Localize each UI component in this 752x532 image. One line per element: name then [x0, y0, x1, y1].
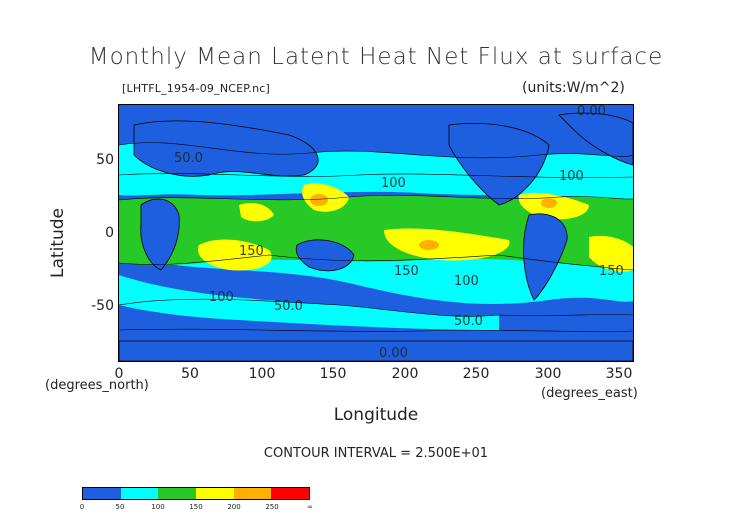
- eurasia-landmass: [133, 120, 319, 177]
- contour-label: 100: [559, 169, 584, 184]
- y-axis-label: Latitude: [48, 208, 68, 278]
- north-america-landmass: [448, 123, 550, 206]
- south-america-landmass: [523, 213, 568, 301]
- x-tick-label: 0: [114, 366, 124, 382]
- contour-label: 150: [599, 264, 624, 279]
- greenland-landmass: [558, 112, 633, 166]
- orange-peak-south-pacific: [419, 240, 439, 250]
- legend-label: 0: [79, 503, 85, 511]
- flux-map: 0.00 50.0 100 150 100 50.0 0.00 150 100 …: [119, 105, 633, 361]
- legend-swatch: [120, 488, 159, 499]
- map-title: Monthly Mean Latent Heat Net Flux at sur…: [88, 44, 664, 70]
- yellow-patch-arabian-sea: [239, 203, 274, 222]
- x-tick-label: 100: [248, 366, 276, 382]
- x-axis-label: Longitude: [333, 405, 419, 425]
- contour-label: 100: [209, 290, 234, 305]
- y-tick-label: 50: [96, 152, 114, 168]
- yellow-patch-south-atlantic: [589, 235, 633, 272]
- legend-swatch: [233, 488, 272, 499]
- color-legend-bar: [82, 487, 310, 500]
- antarctica-landmass: [119, 340, 633, 361]
- legend-swatch: [158, 488, 197, 499]
- contour-label: 150: [394, 264, 419, 279]
- y-tick-label: 0: [105, 225, 114, 241]
- legend-label: 50: [115, 503, 125, 511]
- africa-landmass: [140, 198, 180, 271]
- orange-peak-west-pacific: [310, 194, 328, 206]
- cyan-band-southern-ocean: [119, 275, 499, 330]
- legend-label: 250: [265, 503, 279, 511]
- contour-interval-text: CONTOUR INTERVAL = 2.500E+01: [263, 446, 489, 461]
- x-tick-label: 150: [319, 366, 347, 382]
- legend-label: ∞: [307, 503, 313, 511]
- x-tick-label: 250: [462, 366, 490, 382]
- x-tick-label: 50: [181, 366, 199, 382]
- contour-label: 50.0: [174, 151, 203, 166]
- contour-label: 100: [381, 176, 406, 191]
- contour-label: 50.0: [274, 299, 303, 314]
- legend-swatch: [83, 488, 121, 499]
- contour-label: 100: [454, 274, 479, 289]
- x-tick-label: 350: [605, 366, 633, 382]
- orange-peak-atlantic: [541, 198, 557, 208]
- legend-label: 100: [151, 503, 165, 511]
- legend-label: 150: [189, 503, 203, 511]
- contour-lines: [119, 142, 633, 332]
- contour-label: 150: [239, 244, 264, 259]
- file-label: [LHTFL_1954-09_NCEP.nc]: [122, 82, 271, 95]
- yellow-patch-indian-south: [198, 239, 272, 271]
- contour-label: 50.0: [454, 314, 483, 329]
- x-tick-label: 200: [391, 366, 419, 382]
- y-axis-unit: (degrees_north): [45, 378, 149, 393]
- map-plot-area: 0.00 50.0 100 150 100 50.0 0.00 150 100 …: [118, 104, 634, 362]
- units-label: (units:W/m^2): [522, 80, 625, 96]
- x-tick-label: 300: [534, 366, 562, 382]
- legend-swatch: [196, 488, 234, 499]
- y-tick-label: -50: [91, 298, 114, 314]
- x-axis-unit: (degrees_east): [541, 386, 638, 401]
- australia-landmass: [295, 239, 355, 272]
- contour-label: 0.00: [379, 346, 408, 361]
- legend-label: 200: [227, 503, 241, 511]
- yellow-patch-south-pacific: [384, 228, 510, 261]
- contour-label: 0.00: [577, 105, 606, 119]
- legend-swatch: [271, 488, 310, 499]
